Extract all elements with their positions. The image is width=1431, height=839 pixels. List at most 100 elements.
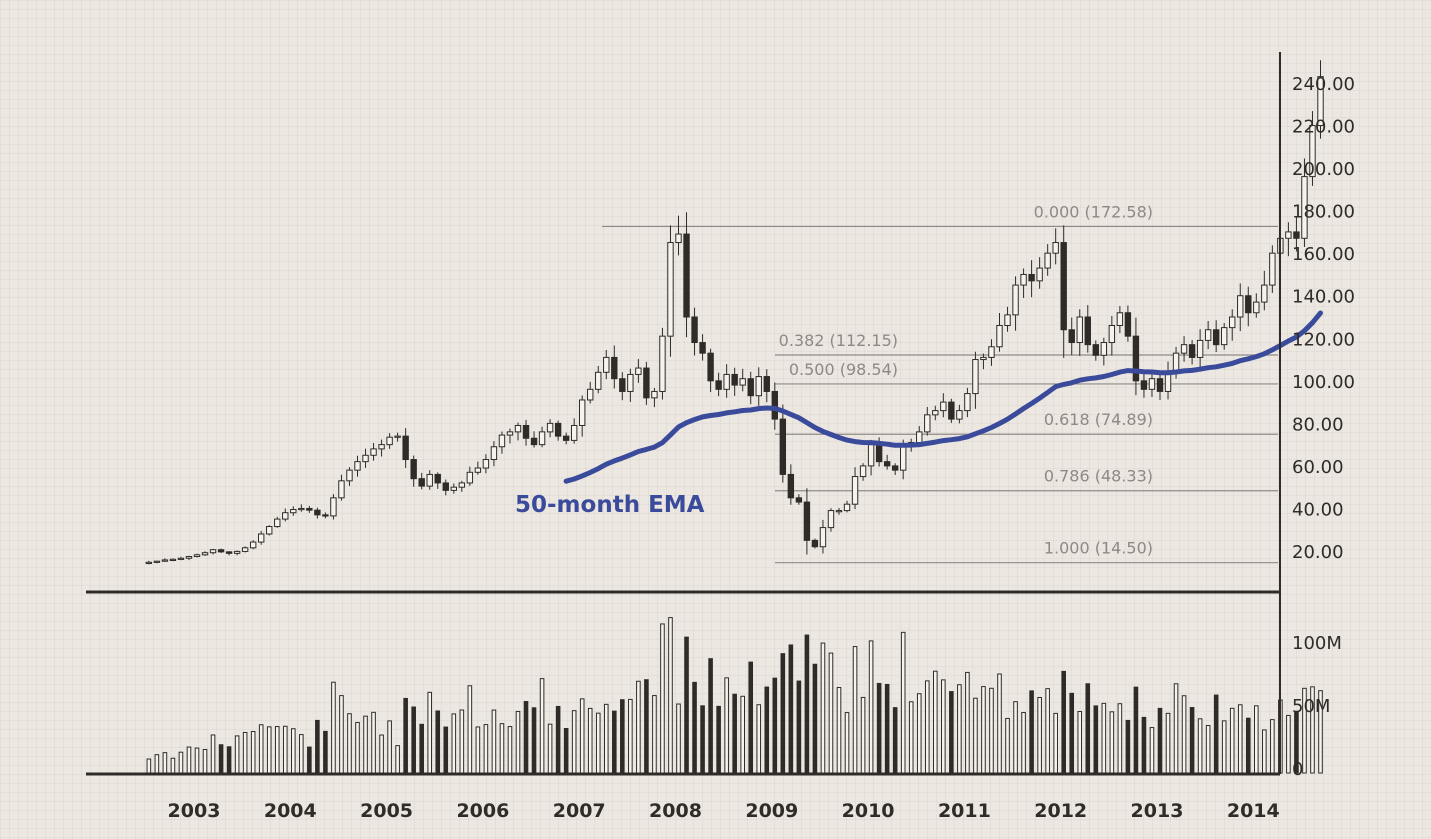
candle-body bbox=[932, 410, 939, 416]
volume-bar bbox=[1061, 670, 1067, 774]
volume-bar bbox=[836, 687, 842, 774]
volume-bar bbox=[443, 726, 449, 774]
candle-body bbox=[1229, 316, 1236, 329]
candle-body bbox=[659, 335, 666, 392]
volume-bar bbox=[571, 710, 577, 774]
candle-body bbox=[322, 514, 329, 517]
candle-body bbox=[964, 393, 971, 412]
price-tick-label: 200.00 bbox=[1292, 159, 1355, 180]
candle-body bbox=[1108, 325, 1116, 344]
volume-bar bbox=[1141, 716, 1147, 774]
volume-bar bbox=[676, 703, 681, 774]
volume-bar bbox=[1133, 686, 1139, 774]
candle-body bbox=[554, 422, 562, 437]
candle-body bbox=[1245, 295, 1252, 314]
volume-bar bbox=[692, 681, 697, 774]
volume-bar bbox=[652, 695, 657, 774]
candle-body bbox=[490, 446, 498, 461]
volume-bar bbox=[1245, 717, 1251, 774]
candle-body bbox=[675, 233, 682, 244]
volume-bar bbox=[989, 687, 994, 774]
candle-body bbox=[217, 549, 225, 553]
volume-bar bbox=[1310, 686, 1315, 774]
volume-bar bbox=[892, 707, 898, 774]
candle-body bbox=[338, 480, 345, 499]
candle-body bbox=[940, 401, 947, 412]
volume-bar bbox=[170, 757, 176, 774]
volume-bars bbox=[146, 617, 1323, 774]
ema-line bbox=[563, 310, 1323, 484]
volume-bar bbox=[949, 691, 954, 774]
volume-bar bbox=[965, 671, 970, 774]
price-tick-label: 240.00 bbox=[1292, 74, 1355, 95]
candle-body bbox=[603, 356, 610, 373]
volume-bar bbox=[844, 712, 850, 774]
volume-bar bbox=[210, 734, 216, 774]
volume-bar bbox=[1053, 712, 1058, 774]
candle-body bbox=[225, 551, 233, 554]
candle-body bbox=[538, 431, 546, 446]
volume-bar bbox=[716, 705, 721, 774]
volume-bar bbox=[788, 644, 794, 774]
volume-bar bbox=[250, 731, 256, 774]
volume-bar bbox=[884, 683, 890, 774]
year-tick-label: 2005 bbox=[360, 800, 413, 822]
candle-body bbox=[731, 373, 738, 386]
price-candles bbox=[145, 60, 1324, 565]
candle-body bbox=[153, 560, 161, 563]
price-tick-label: 40.00 bbox=[1292, 499, 1344, 520]
volume-bar bbox=[1189, 707, 1195, 774]
candle-body bbox=[1100, 342, 1108, 356]
year-tick-label: 2009 bbox=[745, 800, 798, 822]
tick-labels: 20.00 40.00 60.00 80.00 100.00 120.00 140.00 16… bbox=[168, 74, 1355, 822]
year-tick-label: 2012 bbox=[1034, 800, 1087, 822]
price-tick-label: 220.00 bbox=[1292, 117, 1355, 138]
volume-bar bbox=[764, 686, 770, 774]
candle-body bbox=[442, 482, 449, 491]
price-tick-label: 80.00 bbox=[1292, 414, 1344, 435]
candle-body bbox=[506, 431, 514, 436]
volume-bar bbox=[812, 663, 818, 774]
price-tick-label: 180.00 bbox=[1292, 202, 1355, 223]
candle-body bbox=[1237, 295, 1244, 318]
volume-bar bbox=[339, 695, 344, 774]
volume-bar bbox=[1302, 687, 1307, 774]
candle-body bbox=[851, 476, 859, 505]
volume-bar bbox=[355, 721, 360, 774]
candle-body bbox=[795, 497, 803, 503]
volume-bar bbox=[555, 705, 561, 774]
volume-bar bbox=[916, 693, 922, 774]
volume-bar bbox=[1221, 720, 1227, 774]
candle-body bbox=[1301, 176, 1308, 239]
candle-body bbox=[1188, 344, 1196, 358]
candle-body bbox=[779, 418, 787, 475]
volume-bar bbox=[427, 691, 433, 774]
candle-body bbox=[346, 469, 353, 482]
candle-body bbox=[635, 367, 642, 375]
volume-tick-label: 100M bbox=[1292, 633, 1342, 654]
volume-bar bbox=[1173, 683, 1179, 774]
volume-bar bbox=[852, 646, 858, 774]
volume-bar bbox=[395, 745, 400, 774]
candle-body bbox=[314, 509, 321, 516]
candle-body bbox=[956, 410, 963, 420]
candle-body bbox=[1060, 242, 1067, 331]
candle-body bbox=[1221, 327, 1228, 346]
volume-bar bbox=[1109, 711, 1115, 774]
candle-body bbox=[787, 473, 795, 499]
volume-bar bbox=[724, 677, 729, 774]
candle-body bbox=[763, 376, 770, 392]
candle-body bbox=[883, 461, 891, 467]
volume-bar bbox=[804, 634, 810, 774]
candle-body bbox=[546, 422, 554, 433]
candle-body bbox=[1132, 335, 1140, 382]
volume-bar bbox=[347, 713, 352, 774]
ema-label: 50-month EMA bbox=[515, 492, 705, 518]
volume-bar bbox=[563, 727, 569, 774]
volume-bar bbox=[780, 653, 786, 774]
volume-bar bbox=[523, 701, 529, 774]
price-tick-label: 100.00 bbox=[1292, 372, 1355, 393]
volume-bar bbox=[1294, 711, 1299, 774]
volume-tick-label: 0 bbox=[1292, 759, 1303, 780]
